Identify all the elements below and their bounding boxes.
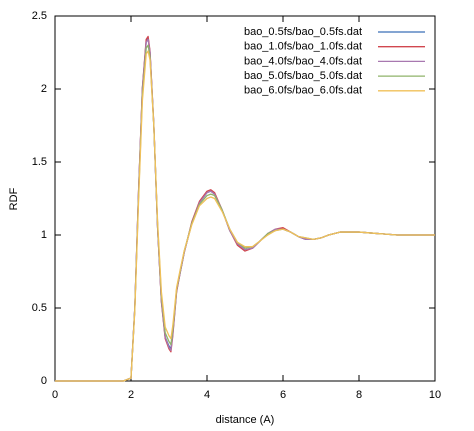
y-tick-label: 1.5 <box>32 156 47 168</box>
x-tick-label: 8 <box>356 389 362 401</box>
legend-label: bao_0.5fs/bao_0.5fs.dat <box>244 26 362 38</box>
legend-label: bao_4.0fs/bao_4.0fs.dat <box>244 55 362 67</box>
x-axis-label: distance (A) <box>216 414 275 426</box>
y-tick-label: 0.5 <box>32 302 47 314</box>
y-tick-label: 1 <box>41 229 47 241</box>
x-tick-label: 4 <box>204 389 210 401</box>
legend-label: bao_5.0fs/bao_5.0fs.dat <box>244 70 362 82</box>
x-tick-label: 6 <box>280 389 286 401</box>
x-tick-label: 0 <box>52 389 58 401</box>
x-tick-label: 2 <box>128 389 134 401</box>
y-tick-label: 0 <box>41 375 47 387</box>
x-tick-label: 10 <box>429 389 441 401</box>
legend-label: bao_1.0fs/bao_1.0fs.dat <box>244 41 362 53</box>
series-line <box>55 50 435 382</box>
plot-border <box>54 15 436 382</box>
y-tick-label: 2.5 <box>32 10 47 22</box>
y-tick-label: 2 <box>41 83 47 95</box>
y-axis-label: RDF <box>8 187 20 210</box>
legend-label: bao_6.0fs/bao_6.0fs.dat <box>244 85 362 97</box>
